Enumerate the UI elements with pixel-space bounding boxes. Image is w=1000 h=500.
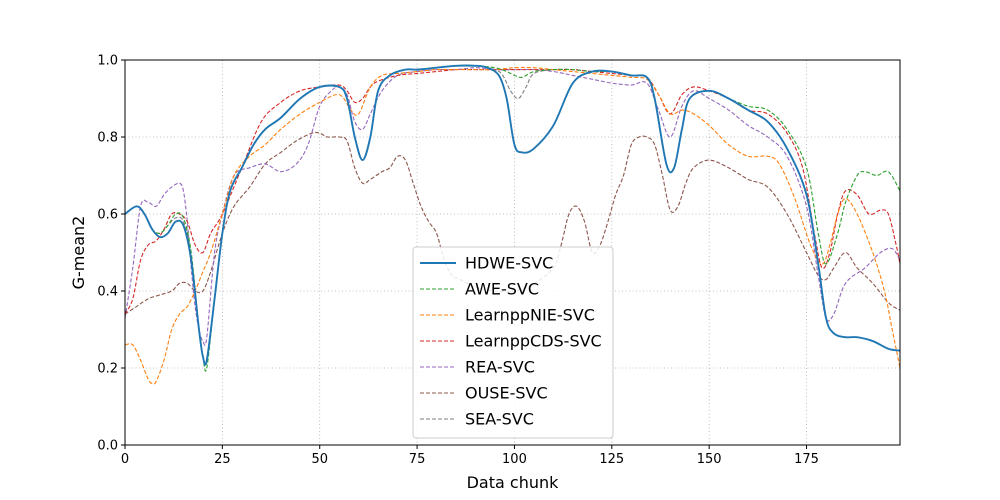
- legend-box: [412, 246, 614, 439]
- x-tick-label: 150: [697, 452, 722, 467]
- x-axis-label: Data chunk: [467, 473, 560, 492]
- legend-label: SEA-SVC: [465, 410, 534, 429]
- x-tick-label: 0: [121, 452, 129, 467]
- y-tick-label: 1.0: [97, 54, 118, 69]
- legend-label: AWE-SVC: [465, 280, 539, 299]
- plot-frame: [124, 59, 901, 446]
- legend-label: HDWE-SVC: [465, 254, 553, 273]
- y-tick-label: 0.6: [97, 208, 118, 223]
- series-line-learnppnie-svc: [125, 66, 900, 385]
- series-line-rea-svc: [125, 67, 900, 346]
- x-tick-label: 75: [409, 452, 426, 467]
- legend-label: OUSE-SVC: [465, 384, 548, 403]
- y-axis-label: G-mean2: [69, 216, 88, 290]
- legend-label: LearnppCDS-SVC: [465, 332, 602, 351]
- y-tick-label: 0.8: [97, 131, 118, 146]
- y-tick-label: 0.2: [97, 362, 118, 377]
- x-tick-label: 175: [794, 452, 819, 467]
- x-tick-label: 100: [502, 452, 527, 467]
- x-tick-label: 125: [599, 452, 624, 467]
- y-tick-label: 0.4: [97, 285, 118, 300]
- axis-ticks: 0 25 50 75 100 125 150 175 0.0 0.2 0.4 0.6 0.8 1.0: [97, 54, 819, 468]
- legend-label: LearnppNIE-SVC: [465, 306, 595, 325]
- series-lines: [125, 64, 900, 385]
- x-tick-label: 25: [214, 452, 231, 467]
- legend-label: REA-SVC: [465, 358, 535, 377]
- series-line-hdwe-svc: [125, 64, 900, 366]
- y-tick-label: 0.0: [97, 439, 118, 454]
- x-tick-label: 50: [311, 452, 328, 467]
- legend: HDWE-SVC AWE-SVC LearnppNIE-SVC LearnppCDS-…: [412, 246, 614, 439]
